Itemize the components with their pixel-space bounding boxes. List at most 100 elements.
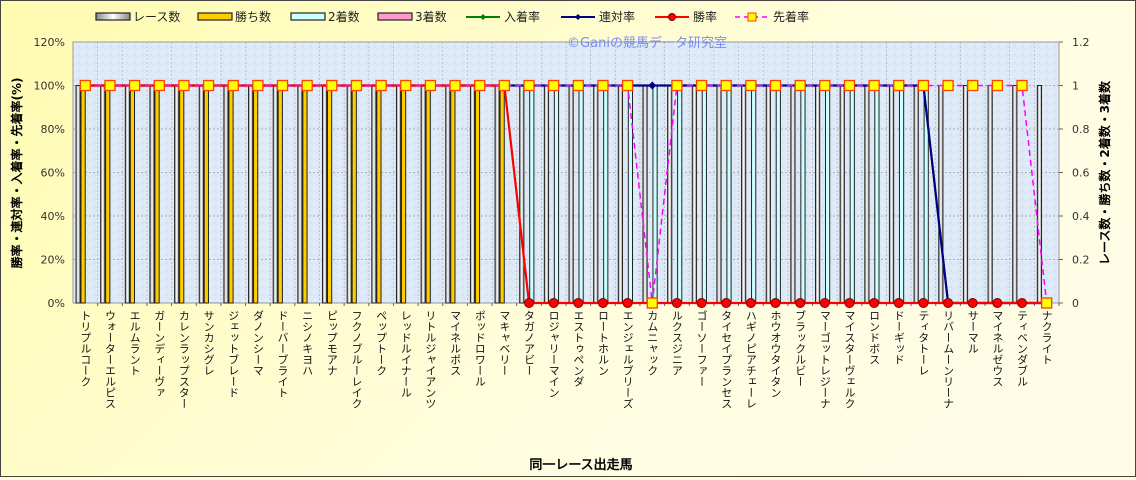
bar-勝ち数 (376, 85, 382, 304)
bar-レース数 (445, 85, 451, 304)
y-axis-right-title: レース数・勝ち数・2着数・3着数 (1097, 80, 1112, 265)
x-tick-label: ポッドロワール (473, 310, 486, 387)
x-tick-label: ホウオウタイタン (769, 310, 782, 398)
watermark: ©Ganiの競馬データ研究室 (567, 35, 727, 51)
bar-勝ち数 (105, 85, 111, 304)
x-tick-label: サンカシグレ (202, 310, 215, 376)
marker-勝率 (671, 298, 682, 308)
y-left-tick: 20% (41, 254, 65, 267)
marker-勝率 (573, 298, 584, 308)
legend-item: 入着率 (466, 9, 540, 24)
marker-先着率 (671, 79, 683, 92)
marker-勝率 (696, 298, 707, 308)
bar-勝ち数 (80, 85, 86, 304)
y-left-tick: 60% (41, 167, 65, 180)
bar-2着数 (701, 85, 707, 304)
marker-勝率 (597, 298, 608, 308)
bar-レース数 (395, 85, 402, 304)
x-tick-label: タイセイプランセス (720, 310, 733, 409)
marker-先着率 (720, 79, 732, 92)
bar-2着数 (751, 85, 757, 304)
legend-swatch (377, 12, 413, 21)
legend-marker (480, 14, 486, 20)
x-tick-label: マーゴットレジーナ (818, 310, 831, 409)
bar-レース数 (864, 85, 870, 304)
x-tick-label: マイネルゼウス (991, 310, 1004, 387)
marker-先着率 (153, 79, 165, 92)
bar-2着数 (578, 85, 584, 304)
legend-swatch (197, 12, 233, 21)
bar-勝ち数 (129, 85, 136, 304)
x-tick-label: レッドルイナール (399, 310, 412, 398)
legend-item: 2着数 (290, 9, 360, 24)
bar-レース数 (568, 85, 574, 304)
bar-2着数 (529, 85, 535, 304)
x-tick-label: エンジェルブリーズ (621, 310, 634, 409)
marker-先着率 (301, 79, 313, 92)
x-tick-label: マキャベリー (498, 310, 511, 376)
y-right-tick: 1.2 (1072, 36, 1090, 49)
bar-勝ち数 (499, 85, 505, 304)
marker-先着率 (745, 79, 757, 92)
x-tick-label: リバームーンリーナ (942, 310, 955, 409)
x-tick-label: タガノアビー (523, 310, 536, 376)
x-tick-label: ゴーソーファー (695, 309, 708, 387)
marker-先着率 (695, 79, 708, 92)
x-tick-label: ロンドボス (868, 310, 881, 365)
bar-レース数 (100, 85, 106, 304)
marker-先着率 (621, 79, 634, 92)
y-left-tick: 0% (48, 297, 65, 310)
bar-2着数 (553, 85, 560, 304)
y-axis-left: 0% 20% 40% 60% 80% 100% 120% (34, 36, 65, 310)
bar-レース数 (297, 85, 303, 304)
legend: レース数 勝ち数 2着数 3着数 入着率 連対率 勝率 先着率 (95, 9, 809, 24)
bar-勝ち数 (154, 85, 160, 304)
bar-レース数 (888, 85, 895, 304)
marker-先着率 (548, 79, 560, 92)
marker-先着率 (326, 79, 338, 92)
bar-レース数 (741, 85, 747, 304)
marker-先着率 (474, 79, 486, 92)
x-tick-label: トリプルコーク (79, 310, 92, 387)
marker-先着率 (991, 79, 1004, 92)
legend-marker (747, 12, 757, 22)
bar-レース数 (469, 85, 476, 304)
bar-勝ち数 (203, 85, 209, 304)
bar-レース数 (593, 85, 599, 304)
bar-レース数 (223, 85, 229, 304)
marker-勝率 (548, 298, 559, 308)
legend-marker (668, 13, 676, 21)
marker-先着率 (597, 79, 609, 92)
marker-先着率 (252, 79, 264, 92)
marker-先着率 (375, 79, 387, 92)
bar-勝ち数 (474, 85, 481, 304)
bar-勝ち数 (277, 85, 283, 304)
x-tick-label: ガーンディーヴァ (153, 310, 166, 398)
bar-レース数 (248, 85, 254, 304)
legend-swatch (290, 12, 326, 21)
bar-2着数 (825, 85, 831, 304)
bar-レース数 (322, 85, 328, 304)
x-tick-label: マイネルポス (449, 310, 462, 376)
bar-レース数 (174, 85, 180, 304)
bar-2着数 (775, 85, 781, 304)
y-right-tick: 0 (1072, 297, 1079, 310)
legend-label: 2着数 (328, 9, 360, 24)
marker-先着率 (843, 79, 856, 92)
x-tick-label: フクノブルーレイク (350, 310, 363, 409)
legend-item: 連対率 (561, 9, 635, 24)
marker-先着率 (202, 79, 215, 92)
bar-レース数 (938, 85, 944, 304)
marker-勝率 (795, 298, 806, 308)
x-tick-label: ジェットブレード (227, 310, 240, 398)
legend-swatch (95, 12, 131, 21)
legend-item: 先着率 (735, 9, 809, 24)
marker-勝率 (869, 298, 880, 308)
bar-レース数 (790, 85, 796, 304)
marker-勝率 (524, 298, 535, 308)
bar-2着数 (677, 85, 683, 304)
legend-label: 連対率 (599, 9, 635, 24)
marker-先着率 (794, 79, 806, 92)
y-left-tick: 100% (34, 80, 65, 93)
